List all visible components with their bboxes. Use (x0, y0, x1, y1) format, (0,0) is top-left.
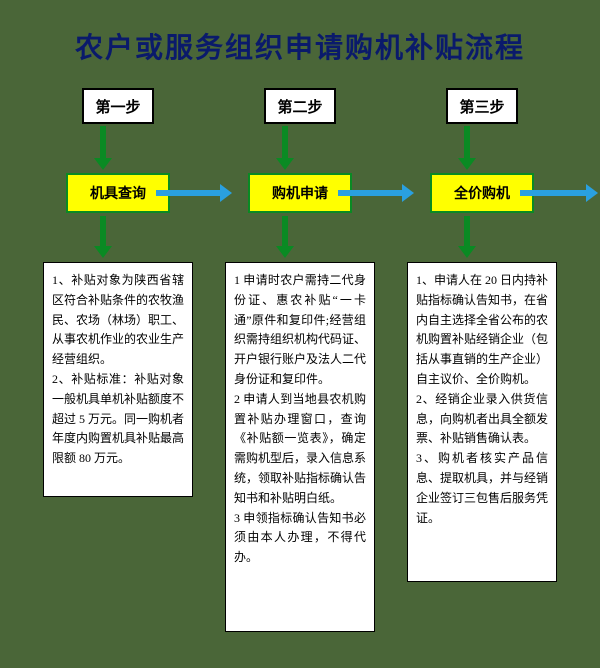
green-arrow-1 (98, 126, 108, 170)
blue-arrow-1 (156, 188, 232, 198)
stage-box-3: 全价购机 (430, 173, 534, 213)
stage-box-1: 机具查询 (66, 173, 170, 213)
green-arrow-2 (280, 126, 290, 170)
step-label-2: 第二步 (264, 88, 336, 124)
detail-box-3: 1、申请人在 20 日内持补贴指标确认告知书，在省内自主选择全省公布的农机购置补… (407, 262, 557, 582)
step-label-1: 第一步 (82, 88, 154, 124)
green-arrow-6 (462, 216, 472, 258)
flowchart-canvas: 第一步机具查询 1、补贴对象为陕西省辖区符合补贴条件的农牧渔民、农场（林场）职工、… (0, 0, 600, 668)
blue-arrow-2 (338, 188, 414, 198)
step-label-3: 第三步 (446, 88, 518, 124)
detail-box-2: 1 申请时农户需持二代身份证、惠农补贴“一卡通”原件和复印件;经营组织需持组织机… (225, 262, 375, 632)
blue-arrow-3 (520, 188, 598, 198)
stage-box-2: 购机申请 (248, 173, 352, 213)
detail-box-1: 1、补贴对象为陕西省辖区符合补贴条件的农牧渔民、农场（林场）职工、从事农机作业的… (43, 262, 193, 497)
green-arrow-4 (98, 216, 108, 258)
green-arrow-5 (280, 216, 290, 258)
green-arrow-3 (462, 126, 472, 170)
